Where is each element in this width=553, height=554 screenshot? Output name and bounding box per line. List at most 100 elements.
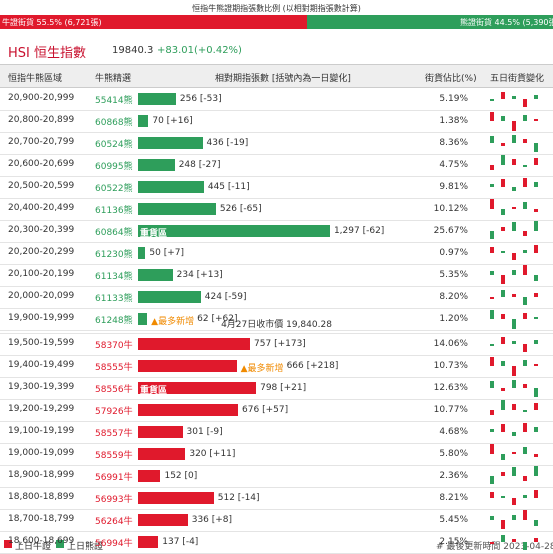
legend-bear: 上日熊證 [67,542,104,552]
code: 56994牛 [95,539,133,549]
spark-bar [512,135,516,143]
spark-bar [501,143,505,146]
range: 20,000-20,099 [8,291,75,301]
spark-bar [490,199,494,209]
spark-bar [490,492,494,498]
spark-bar [523,165,527,167]
share: 8.21% [439,493,468,503]
share: 10.77% [433,405,468,415]
code: 58557牛 [95,429,133,439]
bar [138,536,159,548]
legend-swatch [56,540,64,548]
spark-bar [490,184,494,187]
spark-bar [512,452,516,454]
spark-bar [534,403,538,410]
table-row: 19,100-19,199 58557牛 301 [-9] 4.68% [0,421,553,444]
count-label: 445 [-11] [207,182,250,192]
table-header: 恒指牛熊區域 牛熊精選 相對期指張數 [括號內為一日變化] 街貨佔比(%) 五日… [0,64,553,88]
spark-bar [534,245,538,253]
spark-bar [512,467,516,476]
spark-bar [534,293,538,297]
bar [138,338,251,350]
spark-bar [501,400,505,410]
code: 58555牛 [95,363,133,373]
bar [138,448,186,460]
spark-bar [512,222,516,231]
spark-bar [490,112,494,121]
spark-bar [523,115,527,121]
spark-bar [501,361,505,366]
count-label: 248 [-27] [178,160,221,170]
spark-bar [501,251,505,253]
table-row: 20,300-20,399 60864熊 重貨區 1,297 [-62] 25.67% [0,220,553,243]
tag: 重貨區 [140,229,168,239]
spark-bar [523,313,527,319]
count-label: 256 [-53] [179,94,222,104]
spark-bar [501,388,505,391]
spark-bar [512,515,516,520]
share: 5.80% [439,449,468,459]
spark-bar [534,520,538,526]
spark-bar [534,427,538,432]
spark-bar [523,542,527,550]
spark-bar [501,275,505,284]
table-row: 20,200-20,299 61230熊 50 [+7] 0.97% [0,242,553,265]
count-label: 757 [+173] [254,339,306,349]
spark-bar [501,520,505,529]
spark-bar [523,410,527,412]
spark-bar [501,155,505,165]
share: 4.68% [439,427,468,437]
spark-bar [523,178,527,187]
code: 60995熊 [95,162,133,172]
spark-bar [512,159,516,165]
bar [138,115,149,127]
count-label: 70 [+16] [152,116,193,126]
code: 61230熊 [95,250,133,260]
code: 61134熊 [95,272,133,282]
count-label: 62 [+62] [197,314,238,324]
spark-bar [490,381,494,388]
table-row: 19,200-19,299 57926牛 676 [+57] 10.77% [0,399,553,422]
spark-bar [501,227,505,231]
index-change: +83.01(+0.42%) [157,45,242,56]
spark-bar [534,119,538,121]
spark-bar [512,380,516,388]
range: 20,700-20,799 [8,137,75,147]
spark-bar [501,535,505,542]
bar [138,247,146,259]
table-row: 20,000-20,099 61133熊 424 [-59] 8.20% [0,286,553,309]
range: 18,800-18,899 [8,492,75,502]
code: 60522熊 [95,184,133,194]
share: 10.73% [433,361,468,371]
bar [138,360,237,372]
share: 5.19% [439,94,468,104]
ratio-bar: 牛證街貨 55.5% (6,721張) 熊證街貨 44.5% (5,390張) [0,15,553,29]
spark-bar [490,310,494,319]
code: 56264牛 [95,517,133,527]
count-label: 798 [+21] [260,383,307,393]
spark-bar [490,136,494,143]
spark-bar [523,384,527,388]
range: 19,400-19,499 [8,360,75,370]
code: 58556牛 [95,385,133,395]
spark-bar [534,143,538,152]
range: 20,600-20,699 [8,159,75,169]
share: 1.38% [439,116,468,126]
spark-bar [512,294,516,297]
spark-bar [501,314,505,319]
ratio-title: 恒指牛熊證期指張數比例 (以相對期指張數計算) [192,4,361,13]
spark-bar [534,275,538,281]
table-row: 19,900-19,999 61248熊 ▲最多新增 62 [+62] 1.20% [0,308,553,331]
share: 4.75% [439,160,468,170]
code: 58370牛 [95,341,133,351]
table-row: 20,900-20,999 55414熊 256 [-53] 5.19% [0,88,553,111]
spark-bar [512,270,516,275]
spark-bar [523,423,527,432]
bull-bar [0,15,307,29]
count-label: 234 [+13] [176,270,223,280]
share: 25.67% [433,226,468,236]
spark-bar [490,231,494,239]
index-value: 19840.3 [112,45,154,56]
spark-bar [534,454,538,457]
